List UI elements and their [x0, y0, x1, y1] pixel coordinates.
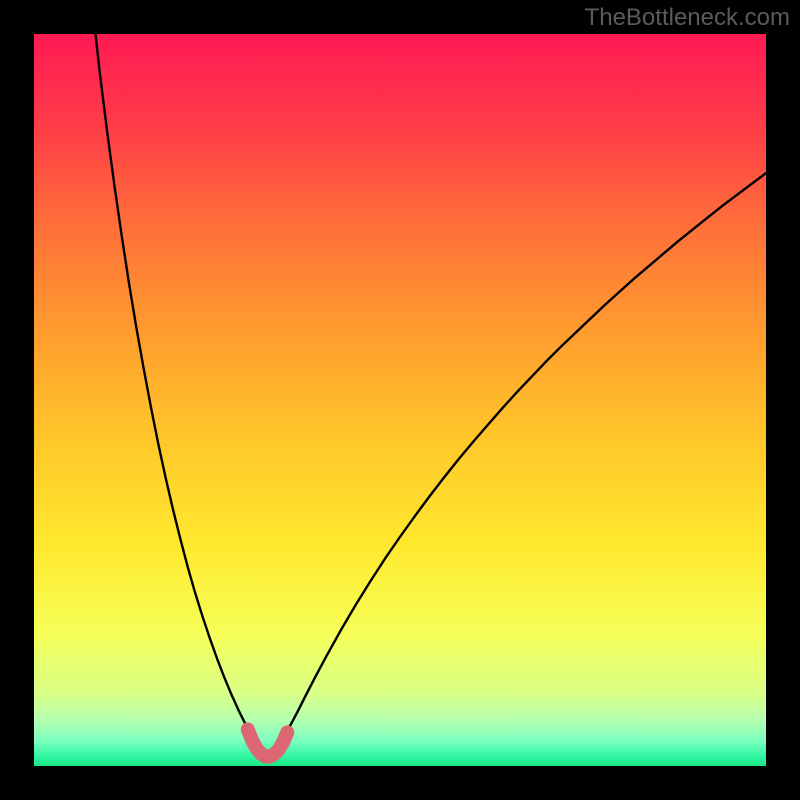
plot-area	[34, 34, 766, 766]
plot-svg	[34, 34, 766, 766]
chart-stage: TheBottleneck.com	[0, 0, 800, 800]
watermark-text: TheBottleneck.com	[585, 4, 790, 32]
gradient-background	[34, 34, 766, 766]
